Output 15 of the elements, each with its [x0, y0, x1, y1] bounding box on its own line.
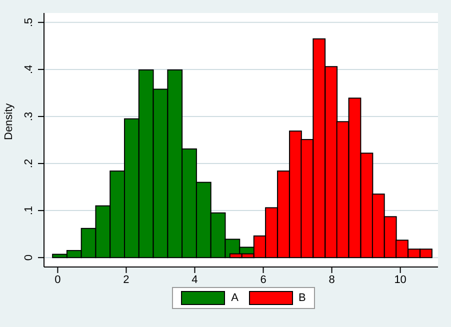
y-tick-label: .5	[23, 18, 35, 27]
y-axis-title: Density	[2, 102, 15, 140]
legend-label: A	[231, 292, 238, 304]
y-tick-label: .2	[23, 158, 35, 168]
x-tick-label: 8	[328, 274, 335, 286]
y-tick-label: .3	[23, 112, 35, 122]
y-tick-label: .4	[23, 64, 35, 74]
x-tick-label: 6	[260, 274, 266, 286]
x-tick-label: 10	[394, 274, 406, 286]
legend-label: B	[298, 292, 306, 304]
y-tick-label: .1	[23, 206, 35, 216]
x-tick-label: 0	[54, 274, 61, 286]
x-tick-label: 2	[123, 274, 130, 286]
x-tick-label: 4	[192, 274, 198, 286]
y-tick-label: 0	[23, 254, 35, 261]
